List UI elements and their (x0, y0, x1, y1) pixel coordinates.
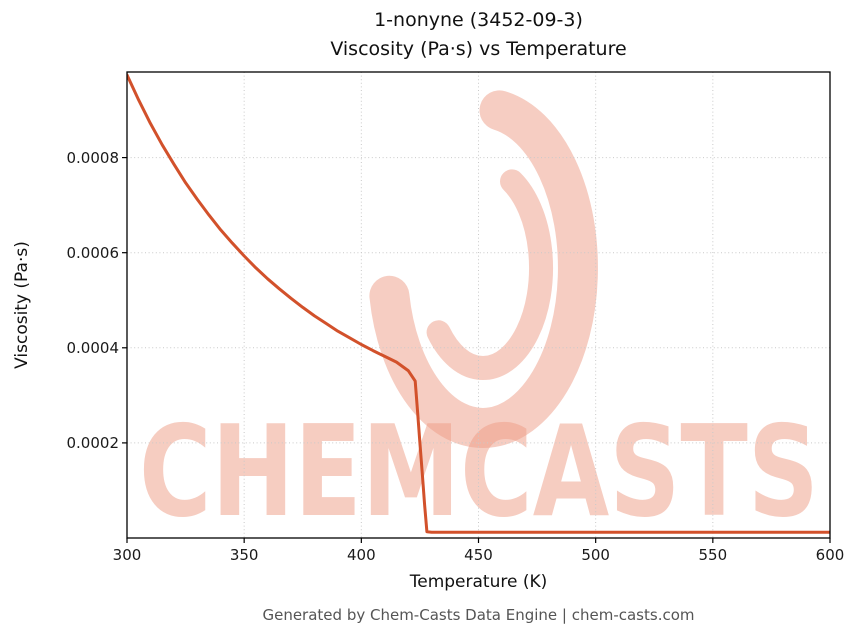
chart-title-line2: Viscosity (Pa·s) vs Temperature (330, 38, 627, 60)
watermark-swirl-outer (369, 90, 598, 448)
footer-caption: Generated by Chem-Casts Data Engine | ch… (262, 606, 695, 624)
chart-title-line1: 1-nonyne (3452-09-3) (374, 9, 583, 31)
watermark-swirl-inner (426, 169, 554, 380)
y-axis-label: Viscosity (Pa·s) (12, 241, 32, 369)
viscosity-line (127, 73, 830, 534)
x-axis-label: Temperature (K) (409, 572, 548, 592)
chart-title: 1-nonyne (3452-09-3) Viscosity (Pa·s) vs… (127, 6, 830, 64)
